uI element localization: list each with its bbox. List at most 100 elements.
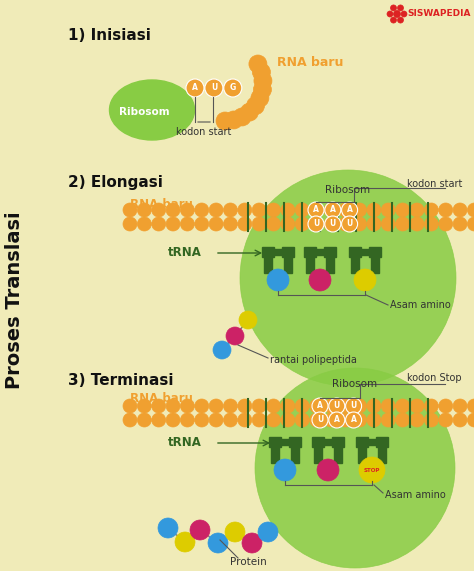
Circle shape bbox=[453, 203, 467, 217]
Text: A: A bbox=[346, 206, 353, 215]
Circle shape bbox=[238, 413, 252, 427]
Bar bbox=[349, 247, 361, 257]
Circle shape bbox=[238, 217, 252, 231]
Circle shape bbox=[255, 368, 455, 568]
Circle shape bbox=[137, 217, 151, 231]
Circle shape bbox=[246, 96, 264, 115]
Circle shape bbox=[252, 217, 266, 231]
Text: A: A bbox=[317, 401, 323, 411]
Circle shape bbox=[338, 203, 352, 217]
Text: A: A bbox=[330, 206, 336, 215]
Circle shape bbox=[175, 532, 195, 552]
Circle shape bbox=[439, 217, 453, 231]
Circle shape bbox=[367, 413, 381, 427]
Circle shape bbox=[353, 399, 366, 413]
Circle shape bbox=[213, 341, 231, 359]
Bar bbox=[369, 247, 381, 257]
Circle shape bbox=[281, 399, 295, 413]
Bar bbox=[376, 437, 388, 447]
Circle shape bbox=[226, 327, 244, 345]
Circle shape bbox=[249, 55, 267, 73]
Circle shape bbox=[310, 203, 324, 217]
Bar bbox=[332, 437, 344, 447]
Circle shape bbox=[324, 413, 338, 427]
Circle shape bbox=[225, 522, 245, 542]
Text: U: U bbox=[317, 416, 323, 424]
Circle shape bbox=[342, 216, 357, 232]
Circle shape bbox=[266, 413, 281, 427]
Circle shape bbox=[267, 269, 289, 291]
Circle shape bbox=[367, 399, 381, 413]
Text: tRNA: tRNA bbox=[168, 247, 202, 259]
Circle shape bbox=[346, 412, 362, 428]
Circle shape bbox=[225, 111, 243, 129]
Bar bbox=[378, 447, 386, 463]
Circle shape bbox=[439, 203, 453, 217]
Bar bbox=[269, 437, 281, 447]
Circle shape bbox=[123, 399, 137, 413]
Circle shape bbox=[166, 217, 180, 231]
Circle shape bbox=[467, 217, 474, 231]
Bar bbox=[326, 257, 334, 273]
Circle shape bbox=[329, 412, 345, 428]
Circle shape bbox=[410, 217, 424, 231]
Circle shape bbox=[353, 413, 366, 427]
Bar bbox=[368, 439, 376, 445]
Circle shape bbox=[181, 413, 194, 427]
Text: 3) Terminasi: 3) Terminasi bbox=[68, 373, 173, 388]
Circle shape bbox=[181, 217, 194, 231]
Circle shape bbox=[467, 203, 474, 217]
Circle shape bbox=[137, 399, 151, 413]
Circle shape bbox=[308, 216, 324, 232]
Text: A: A bbox=[192, 83, 198, 93]
Text: SISWAPEDIA: SISWAPEDIA bbox=[407, 10, 471, 18]
Circle shape bbox=[424, 217, 438, 231]
Circle shape bbox=[396, 217, 410, 231]
Bar bbox=[358, 447, 366, 463]
Text: A: A bbox=[313, 206, 319, 215]
Circle shape bbox=[239, 311, 257, 329]
Circle shape bbox=[252, 203, 266, 217]
Circle shape bbox=[308, 202, 324, 218]
Text: STOP: STOP bbox=[364, 468, 380, 472]
Circle shape bbox=[424, 413, 438, 427]
Circle shape bbox=[387, 11, 393, 17]
Circle shape bbox=[209, 413, 223, 427]
Circle shape bbox=[467, 399, 474, 413]
Circle shape bbox=[137, 203, 151, 217]
Bar bbox=[262, 247, 274, 257]
Circle shape bbox=[195, 399, 209, 413]
Text: kodon Stop: kodon Stop bbox=[407, 373, 462, 383]
Circle shape bbox=[309, 269, 331, 291]
Circle shape bbox=[329, 398, 345, 414]
Circle shape bbox=[209, 203, 223, 217]
Bar bbox=[264, 257, 272, 273]
Bar bbox=[281, 439, 289, 445]
Bar bbox=[371, 257, 379, 273]
Bar bbox=[304, 247, 316, 257]
Text: RNA baru: RNA baru bbox=[277, 55, 343, 69]
Circle shape bbox=[324, 399, 338, 413]
Circle shape bbox=[223, 413, 237, 427]
Circle shape bbox=[312, 412, 328, 428]
Circle shape bbox=[224, 79, 242, 97]
Text: Asam amino: Asam amino bbox=[385, 490, 446, 500]
Circle shape bbox=[439, 399, 453, 413]
Circle shape bbox=[439, 413, 453, 427]
Bar bbox=[351, 257, 359, 273]
Circle shape bbox=[367, 217, 381, 231]
Circle shape bbox=[137, 413, 151, 427]
Circle shape bbox=[181, 203, 194, 217]
Circle shape bbox=[252, 399, 266, 413]
Circle shape bbox=[274, 459, 296, 481]
Circle shape bbox=[252, 63, 270, 81]
Text: U: U bbox=[313, 219, 319, 228]
Circle shape bbox=[209, 399, 223, 413]
Circle shape bbox=[312, 398, 328, 414]
Text: rantai polipeptida: rantai polipeptida bbox=[270, 355, 357, 365]
Circle shape bbox=[223, 217, 237, 231]
Bar bbox=[284, 257, 292, 273]
Bar bbox=[312, 437, 324, 447]
Circle shape bbox=[398, 5, 403, 11]
Circle shape bbox=[181, 399, 194, 413]
